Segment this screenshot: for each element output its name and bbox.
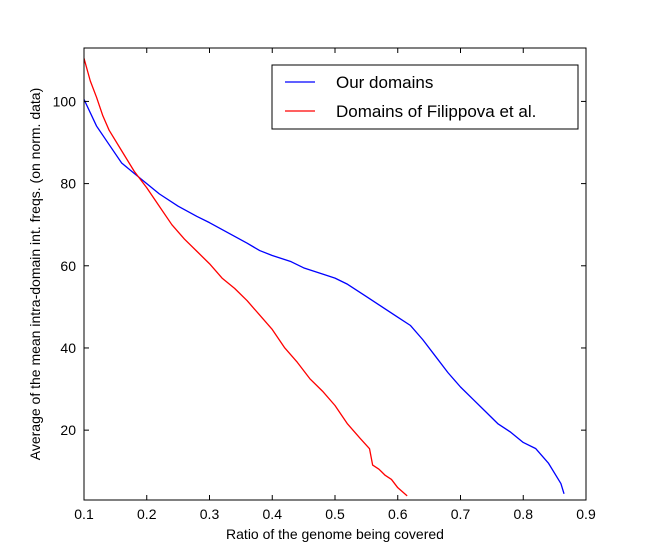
y-tick-label: 60 [60, 258, 76, 274]
x-tick-label: 0.1 [74, 506, 94, 522]
legend: Our domains Domains of Filippova et al. [271, 64, 579, 130]
x-tick-label: 0.6 [388, 506, 408, 522]
y-tick-label: 80 [60, 176, 76, 192]
series-layer [84, 58, 565, 497]
series-line-0 [84, 99, 565, 495]
y-tick-label: 20 [60, 422, 76, 438]
y-axis-label: Average of the mean intra-domain int. fr… [27, 88, 43, 461]
series-line-1 [84, 58, 408, 497]
x-tick-label: 0.9 [576, 506, 596, 522]
x-tick-label: 0.2 [137, 506, 157, 522]
x-axis-label: Ratio of the genome being covered [226, 526, 444, 542]
y-tick-label: 40 [60, 340, 76, 356]
legend-label-our-domains: Our domains [336, 73, 433, 92]
x-tick-label: 0.7 [451, 506, 471, 522]
legend-box [271, 64, 579, 130]
x-tick-label: 0.5 [325, 506, 345, 522]
x-tick-label: 0.8 [514, 506, 534, 522]
tick-layer: 0.1 0.2 0.3 0.4 0.5 0.6 0.7 0.8 0.9 20 40 60 80 100 [53, 48, 596, 522]
x-tick-label: 0.3 [200, 506, 220, 522]
legend-label-filippova-domains: Domains of Filippova et al. [336, 102, 536, 121]
x-tick-label: 0.4 [263, 506, 283, 522]
y-tick-label: 100 [53, 93, 77, 109]
